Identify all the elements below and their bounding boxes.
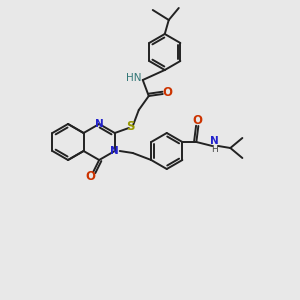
Text: H: H bbox=[211, 146, 218, 154]
Text: O: O bbox=[163, 86, 173, 100]
Text: N: N bbox=[210, 136, 219, 146]
Text: N: N bbox=[95, 119, 103, 129]
Text: HN: HN bbox=[126, 73, 142, 83]
Text: N: N bbox=[110, 146, 119, 156]
Text: O: O bbox=[85, 170, 95, 184]
Text: S: S bbox=[127, 121, 135, 134]
Text: O: O bbox=[192, 115, 203, 128]
